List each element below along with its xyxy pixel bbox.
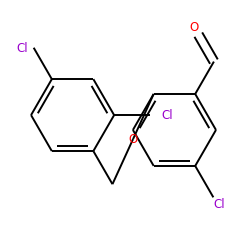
Text: O: O: [128, 132, 138, 145]
Text: Cl: Cl: [213, 198, 224, 211]
Text: O: O: [190, 21, 199, 34]
Text: Cl: Cl: [161, 108, 173, 122]
Text: Cl: Cl: [16, 42, 28, 55]
